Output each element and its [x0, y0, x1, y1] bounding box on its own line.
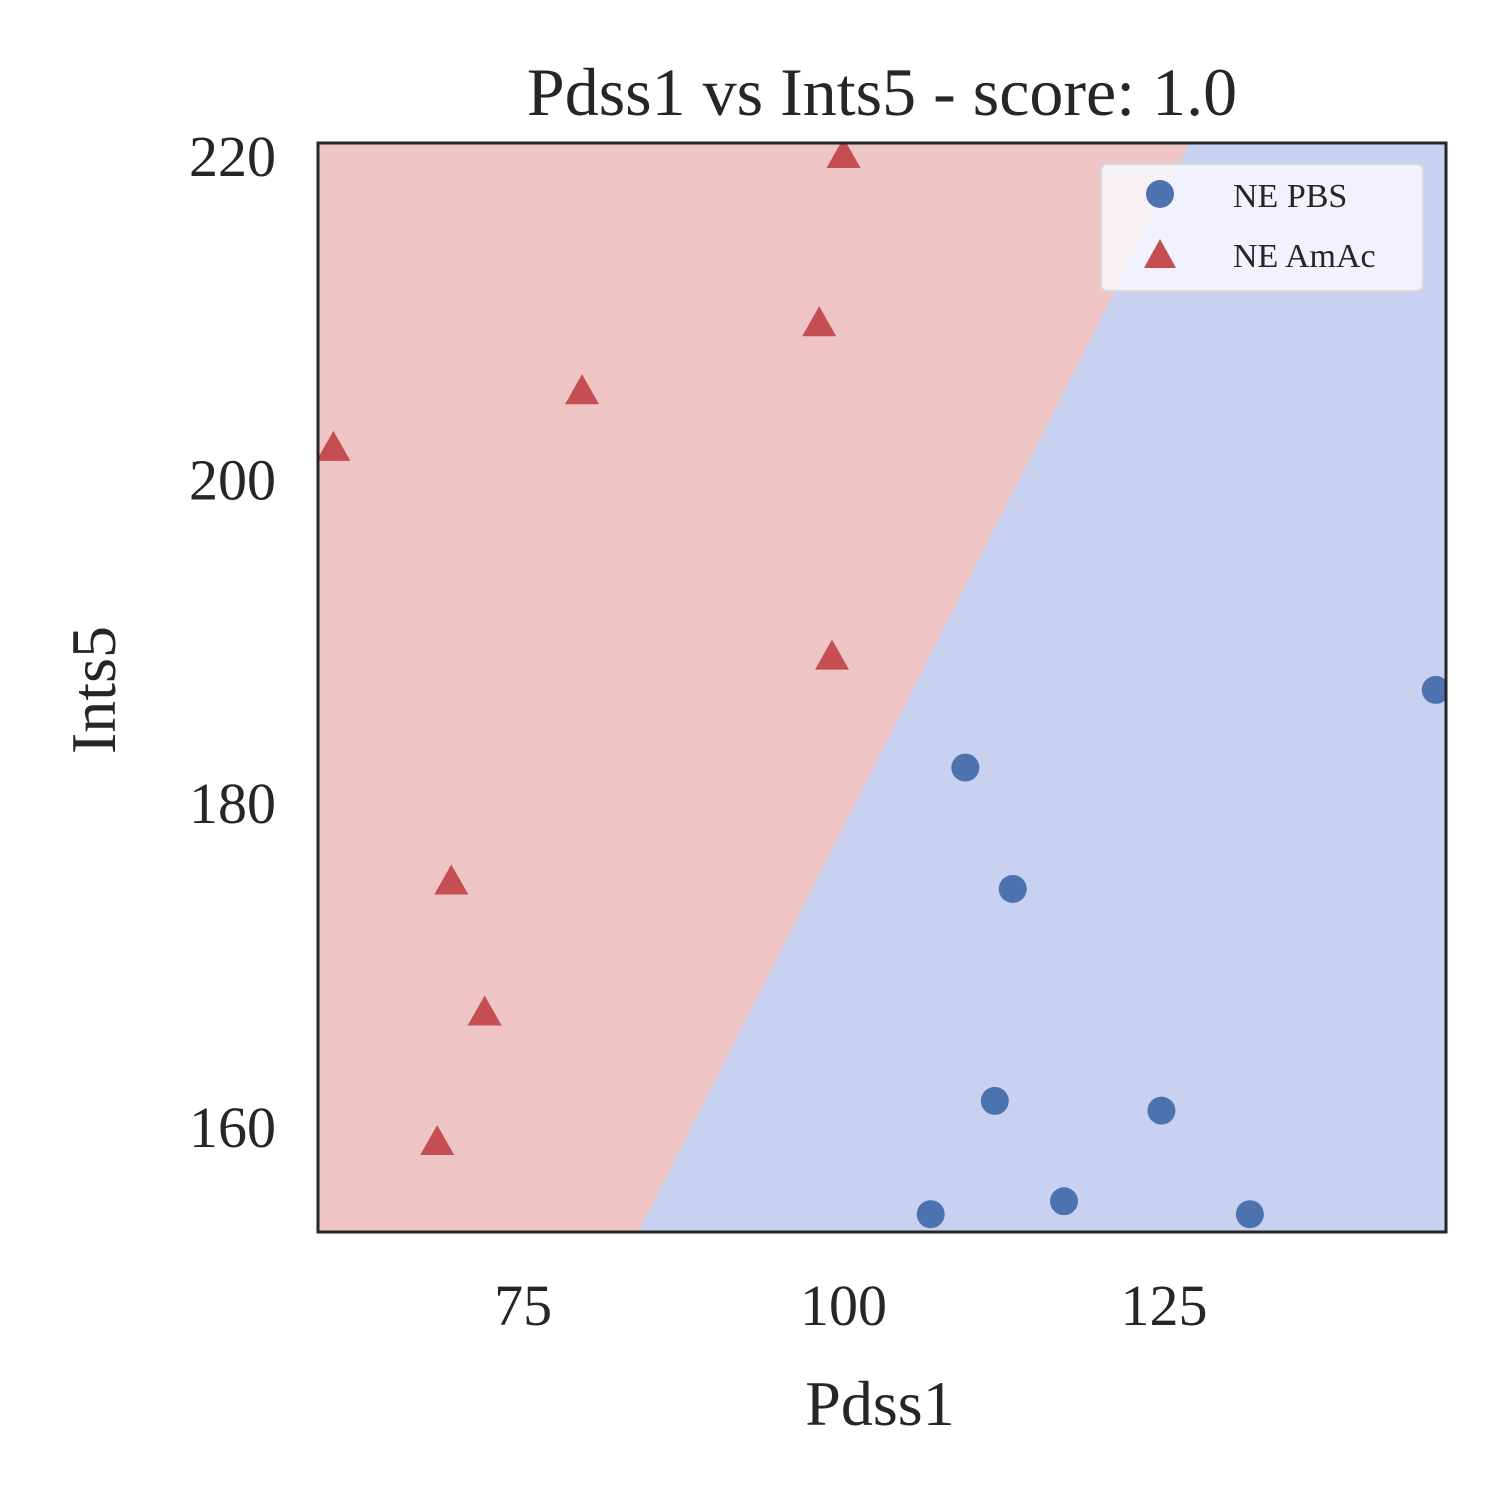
legend-label-ne-amac: NE AmAc: [1233, 238, 1376, 275]
x-tick-label: 100: [800, 1273, 887, 1338]
y-tick-label: 200: [189, 448, 276, 513]
point-ne-pbs: [916, 1200, 945, 1229]
x-axis-label: Pdss1: [805, 1368, 954, 1439]
point-ne-amac: [802, 306, 837, 337]
point-ne-pbs: [951, 753, 980, 782]
point-ne-amac: [420, 1125, 455, 1156]
legend-marker-ne-pbs: [1146, 180, 1174, 208]
region-ne-amac: [318, 143, 1190, 1232]
y-tick-label: 220: [189, 124, 276, 189]
point-ne-pbs: [980, 1086, 1009, 1115]
point-ne-amac: [318, 430, 351, 461]
decision-regions: [318, 143, 1446, 1232]
point-ne-pbs: [1050, 1187, 1079, 1216]
legend-box: [1100, 163, 1424, 292]
point-ne-pbs: [998, 874, 1027, 903]
point-ne-pbs: [1421, 675, 1446, 704]
point-ne-pbs: [1235, 1200, 1264, 1229]
y-tick-label: 160: [189, 1095, 276, 1160]
chart-title: Pdss1 vs Ints5 - score: 1.0: [527, 54, 1237, 130]
point-ne-amac: [815, 639, 850, 670]
legend: NE PBS NE AmAc: [1100, 163, 1424, 292]
y-axis-label: Ints5: [58, 626, 129, 754]
x-tick-labels: 75 100 125: [494, 1273, 1207, 1338]
y-tick-labels: 160 180 200 220: [189, 124, 276, 1160]
point-ne-amac: [467, 995, 502, 1026]
x-tick-label: 75: [494, 1273, 552, 1338]
plot-frame: [316, 141, 1448, 1234]
point-ne-amac: [826, 143, 861, 168]
point-ne-pbs: [1147, 1096, 1176, 1125]
point-ne-amac: [565, 374, 600, 405]
y-tick-label: 180: [189, 771, 276, 836]
x-tick-label: 125: [1121, 1273, 1208, 1338]
legend-marker-ne-amac: [1144, 239, 1176, 268]
region-ne-pbs: [638, 143, 1446, 1232]
point-ne-amac: [434, 864, 469, 895]
data-markers: [318, 143, 1446, 1229]
legend-label-ne-pbs: NE PBS: [1233, 178, 1347, 215]
